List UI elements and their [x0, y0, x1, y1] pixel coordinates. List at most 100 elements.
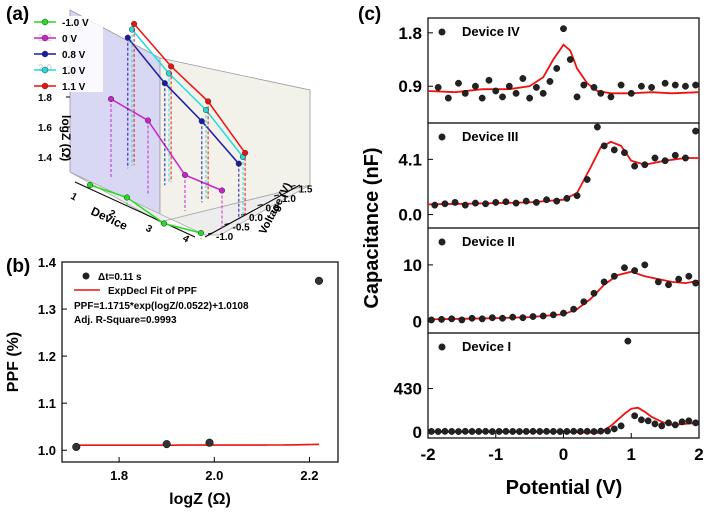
x-tick-label: 0	[559, 445, 568, 464]
y-axis-title-b: PPF (%)	[5, 332, 22, 392]
data-point	[455, 79, 462, 87]
panel-b-chart: 1.8 2.0 2.2 1.0 1.1 1.2 1.3 1.4 Δt=0.11 s ExpDe…	[5, 255, 339, 508]
data-point	[610, 425, 618, 433]
series-point	[86, 181, 94, 189]
legend-marker	[41, 34, 49, 42]
fit-curve	[427, 140, 699, 206]
data-point	[654, 278, 662, 286]
series-point	[107, 95, 115, 103]
data-point	[671, 81, 679, 89]
series-line-4	[133, 23, 246, 154]
data-point	[641, 261, 649, 269]
panel-label-b: (b)	[6, 256, 30, 277]
legend-label: 1.0 V	[62, 66, 86, 77]
y-tick-label: 1.0	[38, 443, 56, 458]
subplot-name: Device I	[462, 339, 511, 354]
data-point	[522, 197, 530, 205]
device-tick-3: 3	[144, 223, 155, 236]
device-tick-4: 4	[181, 233, 192, 246]
series-point	[165, 70, 173, 77]
voltage-tick-label: 1.5	[299, 185, 313, 196]
data-point	[526, 94, 534, 102]
data-point	[509, 313, 517, 321]
data-point	[560, 25, 567, 33]
data-point	[566, 56, 574, 63]
data-point	[600, 278, 608, 286]
x-axis-title-b: logZ (Ω)	[169, 491, 231, 508]
legend-label: 1.1 V	[62, 82, 86, 93]
legend-marker	[438, 238, 446, 246]
y-tick-label: 0	[413, 313, 422, 332]
data-point	[648, 84, 655, 91]
data-point	[444, 94, 452, 102]
data-point	[685, 272, 693, 280]
data-point	[539, 312, 547, 320]
device-axis-line	[74, 181, 196, 238]
voltage-tick	[290, 185, 296, 187]
x-tick-label: -1	[488, 445, 503, 464]
data-point	[692, 419, 700, 427]
data-point	[482, 427, 489, 435]
voltage-axis-line	[204, 184, 301, 238]
data-point	[563, 428, 571, 435]
data-point	[692, 279, 700, 287]
series-line-3	[131, 29, 244, 158]
data-point	[549, 311, 557, 319]
legend-marker	[41, 18, 49, 26]
data-point	[509, 428, 517, 435]
data-point	[610, 272, 618, 280]
data-point	[543, 196, 550, 204]
data-point	[604, 427, 611, 435]
subplot-name: Device III	[462, 129, 518, 144]
data-point	[441, 200, 449, 208]
y-tick-label: 1.8	[398, 24, 422, 43]
data-point	[455, 428, 462, 435]
data-point	[597, 89, 605, 97]
data-point	[597, 427, 605, 435]
data-point	[516, 428, 523, 435]
device-tick-2: 2	[107, 208, 118, 221]
series-point	[205, 98, 212, 105]
data-point	[573, 93, 581, 101]
voltage-tick	[257, 204, 263, 206]
data-point	[485, 76, 493, 84]
data-point	[644, 417, 652, 425]
data-point	[651, 420, 659, 428]
legend-marker	[41, 50, 49, 58]
data-point	[593, 123, 601, 131]
voltage-tick-label: -0.5	[233, 223, 251, 234]
data-point	[458, 316, 466, 324]
y-tick-label: 0	[413, 423, 422, 442]
x-tick-label: 1	[627, 445, 636, 464]
data-point	[482, 200, 489, 208]
z-tick-label: 1.4	[38, 153, 52, 164]
data-point	[427, 316, 435, 324]
legend-marker	[41, 66, 49, 74]
data-point	[512, 199, 520, 207]
data-point	[461, 89, 469, 97]
series-point	[218, 187, 226, 194]
data-point	[631, 162, 639, 170]
data-point	[162, 440, 171, 449]
data-point	[583, 176, 591, 183]
data-point	[461, 427, 469, 435]
data-point	[519, 75, 527, 82]
voltage-tick-label: 1.0	[282, 194, 296, 205]
y-tick-label: 1.4	[38, 255, 57, 270]
data-point	[583, 427, 591, 435]
series-point	[161, 80, 168, 87]
legend-fit-label: ExpDecl Fit of PPF	[108, 286, 197, 297]
data-point	[519, 314, 527, 322]
data-point	[621, 264, 628, 272]
subplot-name: Device II	[462, 234, 515, 249]
data-point	[610, 146, 618, 154]
data-point	[468, 428, 476, 435]
y-tick-label: 1.1	[38, 396, 56, 411]
data-point	[72, 442, 81, 451]
data-point	[661, 79, 669, 87]
legend-label: 0 V	[62, 34, 77, 45]
data-point	[475, 428, 483, 435]
data-point	[536, 428, 544, 435]
